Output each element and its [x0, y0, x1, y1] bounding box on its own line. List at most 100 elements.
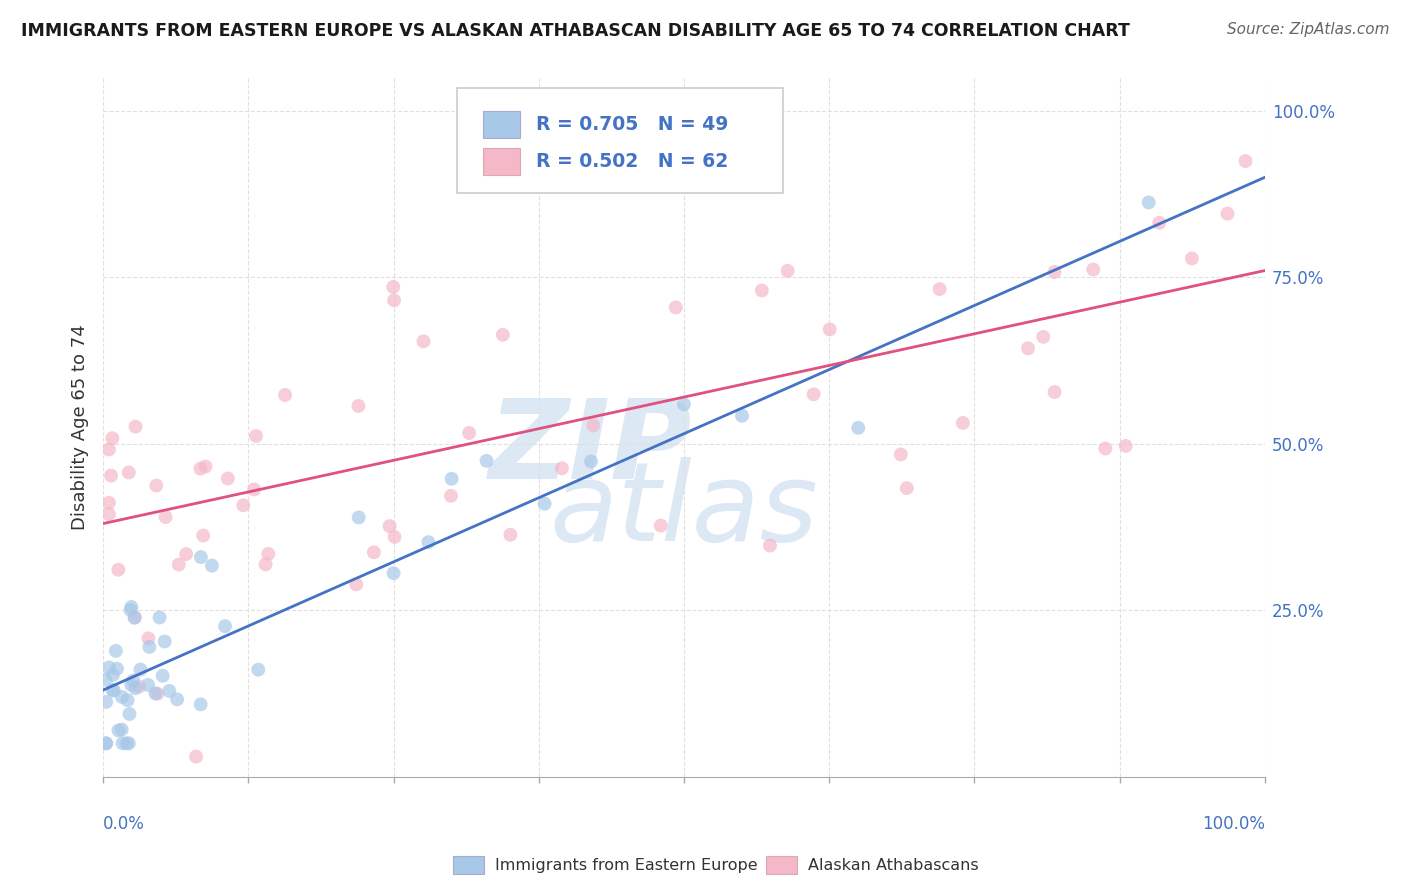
Point: [148, 610, 170, 624]
Text: Alaskan Athabascans: Alaskan Athabascans: [808, 858, 979, 872]
Point: [1032, 330, 1054, 344]
Point: [254, 558, 277, 572]
Point: [103, 683, 125, 698]
FancyBboxPatch shape: [484, 111, 520, 137]
Point: [105, 662, 128, 676]
Point: [124, 611, 146, 625]
Y-axis label: Disability Age 65 to 74: Disability Age 65 to 74: [72, 324, 89, 530]
FancyBboxPatch shape: [457, 88, 783, 193]
Point: [1043, 385, 1066, 400]
Text: R = 0.705   N = 49: R = 0.705 N = 49: [537, 115, 728, 134]
Text: ZIP: ZIP: [489, 394, 693, 501]
Point: [1017, 342, 1039, 356]
Text: 100.0%: 100.0%: [1202, 815, 1265, 833]
Point: [167, 558, 190, 572]
Point: [118, 736, 141, 750]
Point: [97, 660, 120, 674]
Point: [124, 419, 146, 434]
Point: [243, 483, 266, 497]
Point: [118, 706, 141, 721]
Point: [166, 692, 188, 706]
Point: [136, 678, 159, 692]
Point: [1083, 262, 1105, 277]
Point: [194, 459, 217, 474]
Point: [145, 478, 167, 492]
Point: [378, 519, 401, 533]
Point: [731, 409, 754, 423]
Text: atlas: atlas: [550, 458, 818, 565]
Point: [247, 663, 270, 677]
Point: [818, 322, 841, 336]
Point: [111, 690, 134, 704]
Point: [101, 682, 124, 697]
Point: [174, 547, 197, 561]
Point: [384, 530, 406, 544]
Point: [190, 550, 212, 565]
Point: [650, 518, 672, 533]
Point: [124, 610, 146, 624]
Point: [440, 472, 463, 486]
Point: [117, 693, 139, 707]
Point: [96, 695, 118, 709]
Text: Source: ZipAtlas.com: Source: ZipAtlas.com: [1226, 22, 1389, 37]
Point: [382, 280, 405, 294]
Point: [191, 528, 214, 542]
Point: [1234, 154, 1257, 169]
Point: [363, 545, 385, 559]
Point: [665, 301, 688, 315]
Point: [274, 388, 297, 402]
Point: [418, 535, 440, 549]
Point: [412, 334, 434, 349]
Text: Immigrants from Eastern Europe: Immigrants from Eastern Europe: [495, 858, 758, 872]
Point: [184, 749, 207, 764]
Point: [579, 454, 602, 468]
Point: [776, 264, 799, 278]
Point: [759, 539, 782, 553]
Point: [138, 640, 160, 654]
Point: [94, 673, 117, 687]
Point: [257, 547, 280, 561]
Point: [97, 507, 120, 521]
Point: [101, 431, 124, 445]
Point: [120, 678, 142, 692]
Point: [347, 510, 370, 524]
Point: [533, 497, 555, 511]
Text: IMMIGRANTS FROM EASTERN EUROPE VS ALASKAN ATHABASCAN DISABILITY AGE 65 TO 74 COR: IMMIGRANTS FROM EASTERN EUROPE VS ALASKA…: [21, 22, 1130, 40]
Point: [120, 600, 142, 615]
Point: [107, 723, 129, 738]
Point: [440, 489, 463, 503]
Point: [1043, 265, 1066, 279]
Point: [1216, 207, 1239, 221]
Point: [146, 687, 169, 701]
Point: [104, 644, 127, 658]
Point: [96, 736, 118, 750]
Point: [214, 619, 236, 633]
Point: [217, 471, 239, 485]
Point: [97, 496, 120, 510]
FancyBboxPatch shape: [484, 148, 520, 175]
Point: [111, 723, 134, 737]
Text: 0.0%: 0.0%: [103, 815, 145, 833]
Point: [846, 421, 869, 435]
Point: [118, 466, 141, 480]
Point: [896, 481, 918, 495]
Point: [111, 736, 134, 750]
Point: [100, 468, 122, 483]
Point: [145, 686, 167, 700]
Point: [1137, 195, 1160, 210]
Point: [928, 282, 950, 296]
Point: [190, 698, 212, 712]
Point: [129, 663, 152, 677]
Point: [492, 327, 515, 342]
Point: [890, 447, 912, 461]
Point: [952, 416, 974, 430]
Point: [201, 558, 224, 573]
Point: [97, 442, 120, 457]
Point: [344, 577, 367, 591]
Point: [245, 429, 267, 443]
Point: [152, 669, 174, 683]
Point: [101, 668, 124, 682]
Point: [155, 510, 177, 524]
Point: [1149, 216, 1171, 230]
Point: [347, 399, 370, 413]
